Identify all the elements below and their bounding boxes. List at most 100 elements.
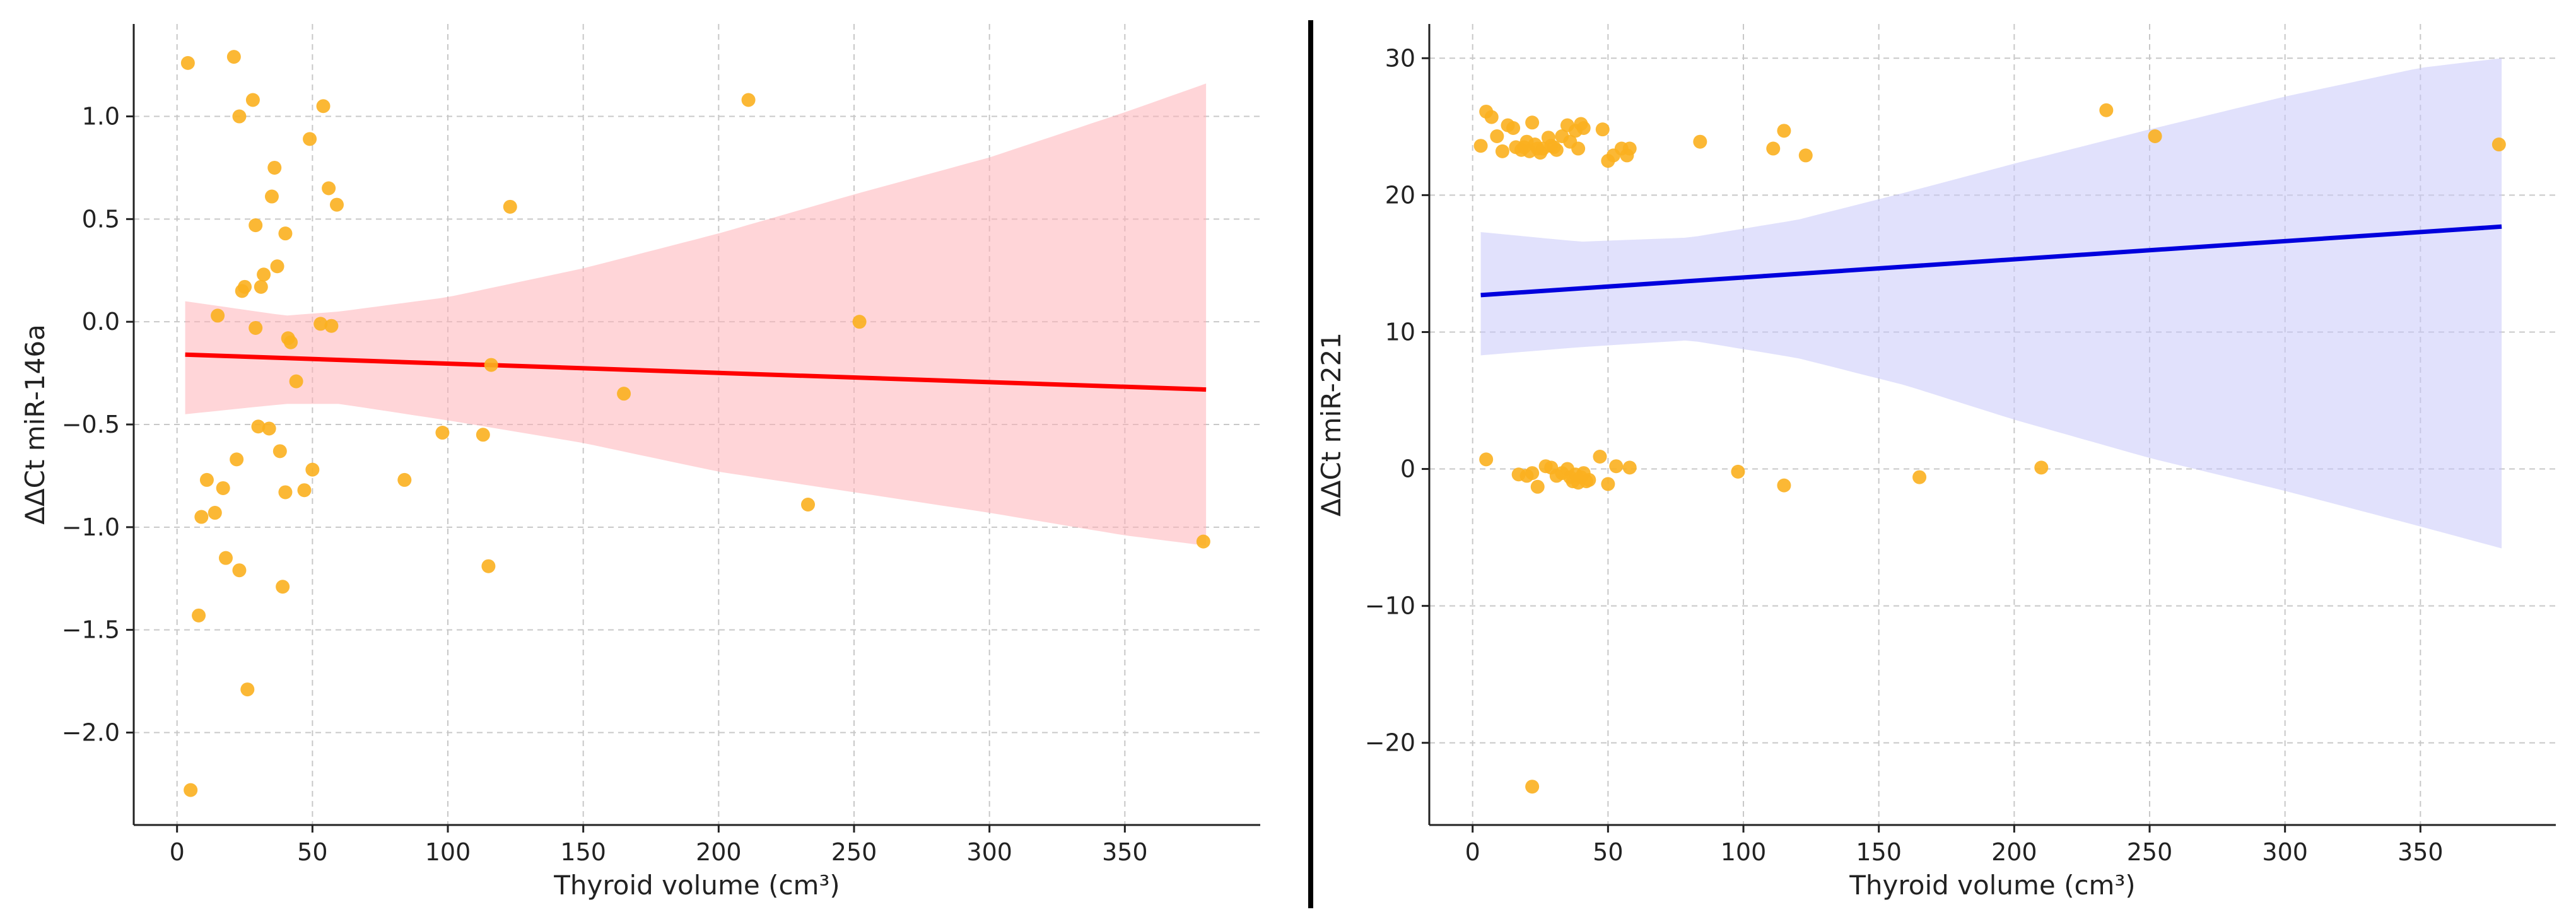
data-point — [230, 452, 244, 467]
x-axis-label: Thyroid volume (cm³) — [1849, 870, 2135, 901]
data-point — [1495, 144, 1509, 158]
data-point — [1479, 452, 1494, 467]
data-point — [226, 50, 241, 64]
data-point — [313, 317, 328, 331]
data-point — [1473, 139, 1488, 153]
data-point — [1777, 124, 1791, 138]
confidence-band-group — [185, 83, 1207, 546]
data-point — [249, 320, 263, 335]
regression-line-group — [185, 352, 1207, 392]
x-tick-label: 200 — [1991, 838, 2037, 866]
y-tick-label: 10 — [1385, 318, 1415, 346]
data-point — [1766, 141, 1781, 156]
data-point — [1731, 464, 1745, 479]
data-point — [297, 483, 312, 498]
data-point — [192, 608, 206, 623]
data-point — [278, 226, 293, 241]
data-point — [1777, 478, 1791, 493]
y-tick-label: −1.5 — [62, 616, 120, 644]
y-tick-label: 30 — [1385, 44, 1415, 72]
confidence-band — [185, 83, 1207, 546]
data-point — [1549, 143, 1564, 157]
data-point — [264, 189, 279, 204]
data-point — [303, 132, 317, 146]
x-tick-label: 50 — [297, 838, 327, 866]
data-point — [249, 218, 263, 233]
x-tick-label: 0 — [170, 838, 185, 866]
x-tick-label: 150 — [1856, 838, 1902, 866]
data-point — [1609, 459, 1624, 474]
data-point — [245, 93, 260, 107]
data-point — [801, 498, 816, 512]
x-tick-label: 0 — [1465, 838, 1480, 866]
data-point — [324, 319, 339, 333]
data-point — [1525, 466, 1540, 481]
x-tick-label: 300 — [966, 838, 1012, 866]
axes — [126, 24, 1260, 833]
x-tick-label: 350 — [1102, 838, 1148, 866]
confidence-band-group — [1480, 58, 2502, 549]
data-point — [232, 563, 247, 578]
data-point — [184, 783, 198, 797]
y-tick-label: −2.0 — [62, 718, 120, 746]
y-tick-label: 0 — [1400, 455, 1415, 483]
data-point — [2491, 137, 2506, 152]
data-point — [180, 56, 195, 70]
regression-line — [185, 352, 1207, 392]
data-point — [484, 358, 498, 372]
chart-panel-mir146a: 0 50 100 150 200 250 300 350 −2.0 −1.5 −1.0 −0.5 0.0… — [20, 24, 1260, 901]
data-point — [1506, 120, 1521, 135]
data-point — [240, 682, 255, 697]
chart-panel-mir221: 0 50 100 150 200 250 300 350 −20 −10 0 10 20 30 Thyro… — [1316, 24, 2556, 901]
tick-labels: 0 50 100 150 200 250 300 350 −2.0 −1.5 −1.0 −0.5 0.0… — [62, 103, 1148, 866]
data-point — [305, 462, 320, 477]
data-point — [238, 279, 252, 294]
x-axis-label: Thyroid volume (cm³) — [553, 870, 840, 901]
data-point — [1582, 472, 1596, 487]
y-tick-label: −20 — [1365, 729, 1415, 757]
x-tick-label: 150 — [560, 838, 606, 866]
data-point — [316, 99, 331, 114]
data-point — [284, 335, 298, 349]
y-tick-label: −1.0 — [62, 513, 120, 541]
data-point — [1798, 148, 1813, 163]
data-points — [1473, 103, 2506, 794]
data-point — [1693, 134, 1707, 149]
axes — [1422, 24, 2556, 833]
y-axis-label: ΔΔCt miR-221 — [1316, 332, 1347, 517]
data-point — [481, 559, 496, 573]
data-point — [1530, 479, 1545, 494]
x-tick-label: 250 — [831, 838, 877, 866]
y-tick-label: 1.0 — [82, 103, 120, 131]
data-point — [503, 199, 517, 214]
data-point — [741, 93, 756, 107]
data-point — [1595, 122, 1610, 137]
data-point — [267, 160, 282, 175]
data-point — [397, 472, 412, 487]
data-point — [218, 551, 233, 565]
y-tick-label: −10 — [1365, 592, 1415, 620]
x-tick-label: 350 — [2397, 838, 2444, 866]
data-point — [278, 485, 293, 500]
y-tick-label: 0.5 — [82, 205, 120, 233]
data-point — [211, 308, 225, 323]
data-point — [199, 472, 214, 487]
data-point — [194, 510, 209, 524]
confidence-band — [1480, 58, 2502, 549]
data-point — [1593, 450, 1607, 464]
data-point — [216, 481, 230, 495]
data-points — [180, 50, 1210, 797]
x-tick-label: 200 — [696, 838, 742, 866]
data-point — [257, 267, 271, 282]
y-tick-label: 0.0 — [82, 308, 120, 336]
y-axis-label: ΔΔCt miR-146a — [20, 324, 50, 525]
data-point — [322, 181, 336, 196]
data-point — [1525, 115, 1540, 130]
data-point — [254, 279, 268, 294]
data-point — [1912, 470, 1927, 484]
data-point — [251, 419, 266, 434]
data-point — [1576, 120, 1591, 135]
data-point — [852, 315, 867, 329]
data-point — [476, 428, 490, 442]
